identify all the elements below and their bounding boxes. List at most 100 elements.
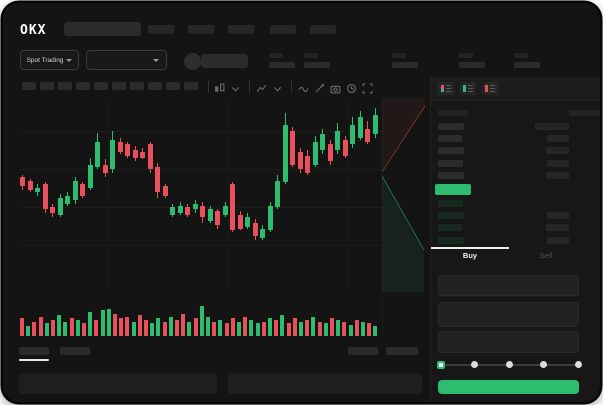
order-input-1[interactable] — [438, 275, 579, 296]
book-asks-icon[interactable] — [482, 82, 498, 95]
volume-bar — [156, 318, 161, 336]
pair-selector[interactable] — [86, 50, 167, 70]
toggle-line — [446, 85, 451, 86]
candle — [290, 130, 295, 166]
ask-row-amount[interactable] — [547, 159, 569, 167]
toggle-color-column — [485, 85, 488, 92]
orderbook-header-amount[interactable] — [569, 110, 600, 116]
nav-item-3[interactable] — [228, 25, 254, 34]
chart-gridline — [228, 98, 229, 292]
nav-item-1[interactable] — [148, 25, 174, 34]
bid-row-price[interactable] — [438, 212, 464, 220]
timeframe-button-7[interactable] — [130, 82, 144, 90]
ticker-stat-label — [392, 53, 406, 58]
slider-stop-2[interactable] — [471, 361, 479, 368]
clock-icon[interactable] — [346, 81, 357, 94]
bid-row-amount[interactable] — [547, 212, 569, 220]
ticker-stat-value — [304, 62, 330, 68]
ticker-stat-label — [269, 53, 283, 58]
bottom-action-2[interactable] — [386, 347, 418, 355]
book-combined-icon[interactable] — [438, 82, 454, 95]
volume-bar — [348, 324, 353, 336]
volume-bar — [249, 320, 254, 336]
candle — [117, 142, 123, 152]
volume-bar — [175, 320, 179, 336]
chevron-down-icon[interactable] — [230, 81, 241, 92]
bottom-tab-1[interactable] — [19, 347, 49, 355]
timeframe-button-4[interactable] — [76, 82, 90, 90]
timeframe-button-9[interactable] — [166, 82, 180, 90]
candle — [132, 149, 138, 158]
ask-row-price[interactable] — [438, 135, 462, 143]
bid-row-price[interactable] — [438, 236, 464, 244]
timeframe-button-10[interactable] — [184, 82, 198, 90]
tab-sell[interactable]: Sell — [539, 251, 553, 260]
bid-row-amount[interactable] — [546, 224, 569, 232]
bid-row-amount[interactable] — [547, 236, 569, 244]
bid-row-price[interactable] — [438, 200, 463, 207]
ask-row-price[interactable] — [438, 123, 464, 130]
ask-row-amount[interactable] — [547, 135, 569, 143]
buy-submit-button[interactable] — [438, 380, 579, 394]
timeframe-button-8[interactable] — [148, 82, 162, 90]
volume-bar — [69, 318, 74, 336]
ask-row-amount[interactable] — [546, 171, 569, 179]
fullscreen-icon[interactable] — [362, 81, 373, 94]
ask-row-price[interactable] — [438, 147, 464, 155]
candles-icon[interactable] — [214, 81, 225, 92]
bid-row-price[interactable] — [438, 224, 462, 232]
indicators-icon[interactable] — [256, 81, 267, 93]
line-style-icon[interactable] — [298, 81, 309, 93]
slider-stop-3[interactable] — [505, 361, 513, 368]
candle — [80, 184, 85, 196]
nav-item-4[interactable] — [270, 25, 296, 34]
toolbar-divider — [208, 80, 209, 93]
orderbook-header-price[interactable] — [438, 110, 468, 116]
depth-divider — [382, 98, 383, 336]
chevron-down-icon[interactable] — [272, 81, 283, 92]
ask-row-price[interactable] — [438, 171, 464, 179]
tab-buy[interactable]: Buy — [462, 251, 478, 260]
candle — [185, 207, 190, 216]
market-type-selector[interactable]: Spot Trading — [20, 50, 79, 70]
ask-row-price[interactable] — [438, 159, 463, 167]
draw-icon[interactable] — [314, 81, 325, 93]
volume-bar — [75, 320, 80, 336]
volume-bar — [361, 321, 365, 336]
bottom-action-1[interactable] — [348, 347, 378, 355]
order-input-3[interactable] — [438, 331, 579, 353]
slider-stop-1[interactable] — [437, 360, 445, 369]
timeframe-button-1[interactable] — [22, 82, 36, 90]
volume-bar — [367, 323, 372, 336]
search-input[interactable] — [64, 22, 141, 36]
timeframe-button-6[interactable] — [112, 82, 126, 90]
nav-item-2[interactable] — [188, 25, 214, 34]
camera-icon[interactable] — [330, 81, 341, 94]
volume-bar — [299, 321, 303, 336]
ask-row-amount[interactable] — [535, 123, 569, 130]
order-input-2[interactable] — [438, 302, 579, 327]
candle — [282, 124, 288, 183]
volume-bar — [44, 323, 49, 336]
slider-stop-5[interactable] — [574, 361, 582, 368]
book-bids-icon[interactable] — [460, 82, 476, 95]
bottom-tab-2[interactable] — [60, 347, 90, 355]
toggle-line — [490, 85, 495, 86]
volume-bar — [330, 318, 334, 336]
ticker-stat-label — [459, 53, 473, 58]
volume-bar — [342, 321, 347, 336]
ask-row-amount[interactable] — [546, 147, 569, 155]
timeframe-button-5[interactable] — [94, 82, 108, 90]
volume-bar — [280, 315, 285, 336]
slider-stop-4[interactable] — [540, 361, 548, 368]
timeframe-button-2[interactable] — [40, 82, 54, 90]
last-price-badge — [435, 184, 471, 195]
volume-bar — [26, 326, 31, 336]
ticker-stat-value — [269, 62, 295, 68]
nav-item-5[interactable] — [310, 25, 336, 34]
timeframe-button-3[interactable] — [58, 82, 72, 90]
buy-tab-underline — [431, 246, 509, 249]
ticker-stat-value — [459, 62, 485, 68]
candle — [147, 144, 153, 170]
volume-bar — [82, 323, 86, 336]
